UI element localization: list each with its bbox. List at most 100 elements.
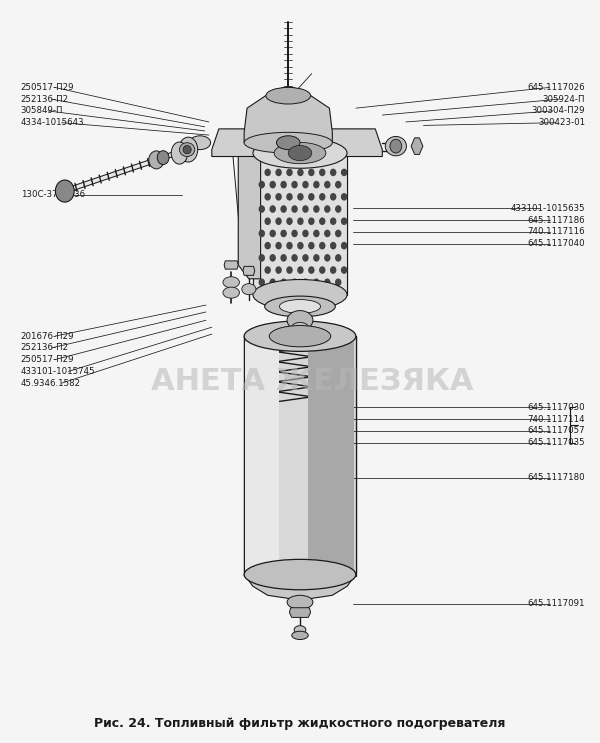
Circle shape [280,230,287,237]
Text: 45.9346.1582: 45.9346.1582 [21,379,81,388]
Bar [308,342,354,574]
Circle shape [319,218,325,225]
Text: 201676-П29: 201676-П29 [21,331,74,341]
Ellipse shape [190,136,211,149]
Text: 740.1117114: 740.1117114 [527,415,585,424]
Ellipse shape [223,276,239,288]
Text: 645.1117057: 645.1117057 [527,426,585,435]
Circle shape [265,266,271,274]
Circle shape [341,193,347,201]
Circle shape [302,181,308,189]
Circle shape [292,181,298,189]
Ellipse shape [287,311,313,330]
Text: 305849-П: 305849-П [21,106,63,115]
Text: 305924-П: 305924-П [542,94,585,104]
Circle shape [324,279,331,286]
Ellipse shape [294,626,306,634]
Circle shape [297,169,304,176]
Ellipse shape [278,87,299,98]
Circle shape [275,242,282,250]
Ellipse shape [390,139,402,153]
Polygon shape [243,267,255,276]
Text: 645.1117026: 645.1117026 [527,83,585,92]
Circle shape [269,279,276,286]
Circle shape [341,218,347,225]
Circle shape [335,181,341,189]
Ellipse shape [266,88,311,104]
Bar [244,336,356,576]
Ellipse shape [385,137,406,156]
Circle shape [308,193,314,201]
Circle shape [269,181,276,189]
Circle shape [269,230,276,237]
Text: АНЕТА ЖЕЛЕЗЯКА: АНЕТА ЖЕЛЕЗЯКА [151,366,473,395]
Bar [253,153,347,295]
Circle shape [292,279,298,286]
Circle shape [308,242,314,250]
Ellipse shape [179,137,197,162]
Text: 645.1117030: 645.1117030 [527,403,585,412]
Circle shape [292,230,298,237]
Ellipse shape [157,151,169,164]
Ellipse shape [290,322,310,336]
Circle shape [341,266,347,274]
Ellipse shape [244,132,332,153]
Circle shape [324,254,331,262]
Circle shape [297,266,304,274]
Circle shape [335,230,341,237]
Ellipse shape [287,595,313,609]
Ellipse shape [244,321,356,351]
Circle shape [280,181,287,189]
Polygon shape [224,261,238,269]
Circle shape [302,205,308,212]
Circle shape [330,266,337,274]
Circle shape [335,205,341,212]
Circle shape [330,242,337,250]
Circle shape [286,193,293,201]
Circle shape [265,169,271,176]
Bar [245,342,279,574]
Circle shape [319,193,325,201]
Ellipse shape [292,632,308,640]
Text: 250517-П29: 250517-П29 [21,83,74,92]
Circle shape [313,230,320,237]
Text: 645.1117180: 645.1117180 [527,473,585,482]
Circle shape [324,230,331,237]
Circle shape [297,218,304,225]
Circle shape [330,169,337,176]
Ellipse shape [183,146,191,154]
Circle shape [324,205,331,212]
Text: 4334-1015643: 4334-1015643 [21,118,85,127]
Text: 433101-1015635: 433101-1015635 [511,204,585,212]
Circle shape [308,218,314,225]
Circle shape [335,254,341,262]
Text: 252136-П2: 252136-П2 [21,343,69,352]
Circle shape [302,279,308,286]
Circle shape [324,181,331,189]
Circle shape [330,193,337,201]
Ellipse shape [244,559,356,590]
Ellipse shape [179,143,195,157]
Circle shape [313,279,320,286]
Circle shape [259,279,265,286]
Circle shape [297,242,304,250]
Text: 433101-1015745: 433101-1015745 [21,367,95,376]
Circle shape [286,169,293,176]
Ellipse shape [253,138,347,168]
Polygon shape [244,574,356,600]
Text: Рис. 24. Топливный фильтр жидкостного подогревателя: Рис. 24. Топливный фильтр жидкостного по… [94,717,506,730]
Circle shape [259,230,265,237]
Polygon shape [238,157,260,279]
Circle shape [280,254,287,262]
Text: 645.1117035: 645.1117035 [527,438,585,447]
Circle shape [286,242,293,250]
Circle shape [292,254,298,262]
Ellipse shape [274,143,326,163]
Circle shape [292,205,298,212]
Ellipse shape [277,136,300,149]
Circle shape [286,218,293,225]
Circle shape [265,193,271,201]
Circle shape [275,218,282,225]
Ellipse shape [280,299,320,314]
Circle shape [259,254,265,262]
